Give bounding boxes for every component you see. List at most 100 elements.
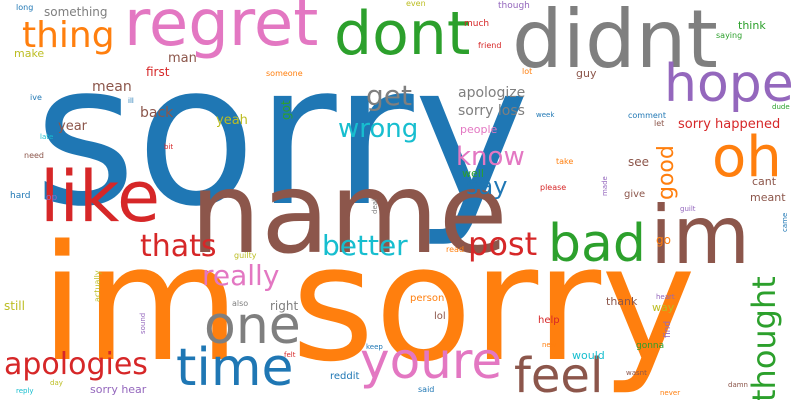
word-much: much	[464, 19, 490, 29]
word-something: something	[44, 5, 108, 19]
word-thought: thought	[745, 276, 783, 400]
word-im-sorry: im sorry	[40, 210, 696, 397]
word-sorry: sorry	[34, 22, 530, 250]
word-late: late	[40, 133, 54, 141]
word-op: op	[46, 193, 58, 203]
word-see: see	[628, 155, 650, 169]
word-say: say	[466, 172, 508, 200]
word-comment: comment	[628, 111, 667, 120]
word-damn: damn	[728, 381, 748, 389]
word-thing: thing	[22, 15, 115, 56]
word-good: good	[654, 145, 679, 200]
word-time: time	[176, 338, 294, 398]
word-hard: hard	[10, 191, 31, 201]
word-cant: cant	[752, 175, 777, 188]
word-person: person	[410, 293, 445, 304]
word-think: think	[738, 19, 766, 32]
word-also: also	[232, 299, 249, 308]
word-sound: sound	[139, 312, 147, 334]
word-actually: actually	[93, 270, 102, 302]
word-bit: bit	[164, 143, 174, 151]
word-bad: bad	[548, 214, 646, 274]
word-didnt: didnt	[512, 0, 718, 86]
word-way: way	[652, 301, 675, 314]
word-yeah: yeah	[216, 113, 248, 128]
word-really: really	[202, 259, 280, 292]
word-reddit: reddit	[330, 371, 360, 382]
word-mean: mean	[92, 79, 132, 95]
word-even: even	[406, 0, 426, 8]
word-friend: friend	[478, 41, 502, 50]
word-sorry-loss: sorry loss	[458, 103, 525, 119]
word-ill: ill	[128, 97, 134, 105]
word-long: long	[16, 3, 34, 12]
word-let: let	[654, 119, 665, 128]
word-better: better	[322, 229, 408, 262]
word-guilty: guilty	[234, 251, 257, 260]
word-oh: oh	[712, 125, 782, 190]
word-name: name	[190, 149, 508, 279]
word-regret: regret	[124, 0, 319, 61]
word-ive: ive	[30, 93, 42, 102]
word-first: first	[146, 65, 170, 79]
word-thank: thank	[606, 295, 638, 308]
word-read: read	[446, 245, 465, 254]
word-heart: heart	[656, 293, 675, 301]
word-lol: lol	[434, 311, 446, 322]
word-apologize: apologize	[458, 85, 526, 101]
word-please: please	[540, 183, 567, 192]
word-get: get	[366, 79, 412, 112]
word-wasnt: wasnt	[626, 369, 647, 377]
word-felt: felt	[284, 351, 296, 359]
word-make: make	[14, 47, 45, 60]
word-im: im	[650, 189, 751, 282]
word-saying: saying	[716, 31, 743, 40]
word-made: made	[601, 176, 609, 196]
word-find: find	[663, 320, 673, 338]
word-help: help	[538, 315, 560, 326]
word-right: right	[270, 299, 299, 313]
word-guy: guy	[576, 67, 597, 80]
word-post: post	[468, 225, 538, 263]
word-someone: someone	[266, 69, 303, 78]
word-one: one	[204, 296, 301, 356]
word-keep: keep	[366, 343, 383, 351]
word-said: said	[418, 385, 435, 394]
word-go: go	[656, 233, 671, 247]
word-take: take	[556, 157, 574, 166]
word-youre: youre	[360, 332, 503, 390]
word-like: like	[40, 156, 161, 238]
word-got: got	[279, 100, 293, 120]
word-lot: lot	[522, 67, 533, 76]
word-well: well	[462, 167, 484, 180]
word-though: though	[498, 1, 530, 11]
word-day: day	[50, 379, 63, 387]
word-came: came	[781, 212, 789, 232]
word-give: give	[624, 189, 646, 200]
word-deal: deal	[371, 199, 379, 214]
word-back: back	[140, 105, 174, 121]
word-new: new	[542, 341, 557, 349]
word-hope: hope	[664, 54, 794, 114]
word-thats: thats	[140, 229, 217, 264]
word-reply: reply	[16, 387, 34, 395]
word-wrong: wrong	[338, 114, 419, 144]
word-never: never	[660, 389, 681, 397]
word-man: man	[168, 51, 197, 66]
word-sorry-happened: sorry happened	[678, 117, 781, 132]
word-apologies: apologies	[4, 347, 148, 382]
word-meant: meant	[750, 191, 786, 204]
word-still: still	[4, 299, 25, 313]
word-gonna: gonna	[636, 341, 665, 351]
word-people: people	[460, 123, 498, 136]
word-year: year	[58, 119, 88, 134]
word-sorry-hear: sorry hear	[90, 383, 147, 396]
word-need: need	[24, 151, 44, 160]
word-week: week	[536, 111, 555, 119]
word-would: would	[572, 349, 605, 362]
word-know: know	[456, 142, 525, 172]
word-dont: dont	[334, 0, 471, 69]
word-dude: dude	[772, 103, 790, 111]
word-guilt: guilt	[680, 205, 696, 213]
